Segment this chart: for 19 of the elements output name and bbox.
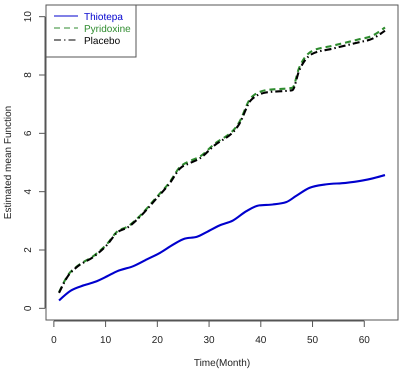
- x-tick-label: 10: [100, 335, 112, 346]
- legend-label: Pyridoxine: [84, 24, 132, 35]
- x-tick-label: 60: [358, 335, 370, 346]
- y-tick-label: 6: [23, 130, 34, 136]
- x-tick-label: 40: [255, 335, 267, 346]
- y-tick-label: 10: [23, 10, 34, 22]
- y-tick-label: 4: [23, 188, 34, 194]
- y-axis-title: Estimated mean Function: [3, 106, 14, 220]
- legend-label: Placebo: [84, 36, 121, 47]
- legend-label: Thiotepa: [84, 12, 124, 23]
- x-tick-label: 20: [152, 335, 164, 346]
- y-tick-label: 2: [23, 246, 34, 253]
- x-axis-title: Time(Month): [194, 358, 250, 369]
- x-tick-label: 50: [306, 335, 319, 346]
- y-tick-label: 0: [23, 305, 34, 312]
- line-series: [58, 174, 386, 302]
- y-tick-label: 8: [23, 72, 34, 78]
- x-tick-label: 0: [51, 335, 58, 346]
- x-tick-label: 30: [204, 335, 216, 346]
